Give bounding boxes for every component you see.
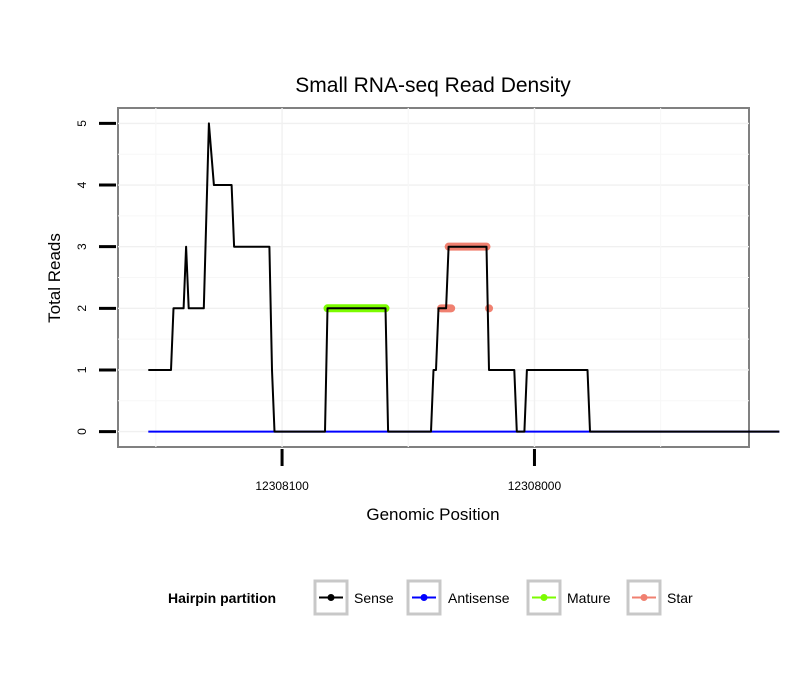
legend-item-sense: Sense bbox=[313, 579, 394, 616]
y-axis: 0 1 2 3 4 5 bbox=[75, 120, 116, 435]
legend-label: Sense bbox=[354, 590, 394, 606]
series-layer bbox=[148, 122, 780, 433]
series-star-point bbox=[485, 304, 494, 313]
y-tick-label: 0 bbox=[75, 428, 89, 435]
y-tick-label: 4 bbox=[75, 181, 89, 188]
legend-key-dot bbox=[420, 594, 428, 601]
legend-key-dot bbox=[540, 594, 548, 601]
legend-key-dot bbox=[640, 594, 648, 601]
x-tick-label: 12308100 bbox=[255, 479, 309, 493]
y-tick-label: 2 bbox=[75, 305, 89, 312]
x-tick-label: 12308000 bbox=[508, 479, 562, 493]
legend-item-antisense: Antisense bbox=[406, 579, 510, 616]
legend-label: Mature bbox=[567, 590, 611, 606]
y-tick-label: 5 bbox=[75, 120, 89, 127]
y-axis-title: Total Reads bbox=[45, 233, 64, 323]
series-sense-line bbox=[148, 122, 780, 433]
legend-label: Antisense bbox=[448, 590, 510, 606]
legend-item-star: Star bbox=[626, 579, 693, 616]
y-tick-label: 1 bbox=[75, 366, 89, 373]
x-axis: 12308100 12308000 bbox=[255, 449, 561, 493]
legend-key-dot bbox=[327, 594, 335, 601]
chart-title: Small RNA-seq Read Density bbox=[295, 74, 571, 97]
legend-label: Star bbox=[667, 590, 693, 606]
y-tick-label: 3 bbox=[75, 243, 89, 250]
legend-title: Hairpin partition bbox=[168, 590, 276, 606]
x-axis-title: Genomic Position bbox=[366, 505, 499, 524]
legend-item-mature: Mature bbox=[526, 579, 611, 616]
legend: Hairpin partition Sense Antisense Mature St… bbox=[168, 579, 693, 616]
